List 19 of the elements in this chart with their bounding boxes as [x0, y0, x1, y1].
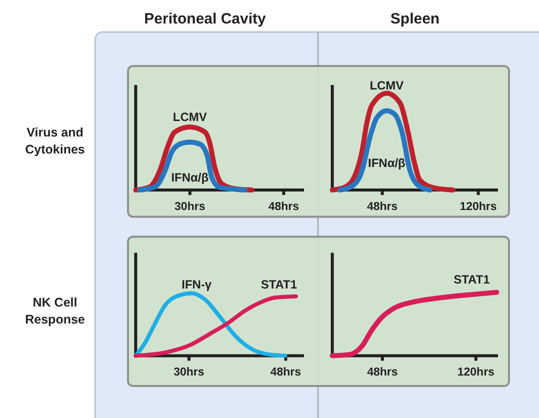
x-tick-label: 120hrs [457, 366, 494, 379]
x-tick-label: 48hrs [270, 366, 302, 379]
series-label: IFN-γ [182, 278, 212, 292]
chart-title: Spleen [390, 10, 440, 28]
x-tick-label: 48hrs [367, 366, 398, 379]
x-tick-label: 30hrs [174, 201, 206, 214]
series-label: STAT1 [260, 278, 298, 292]
x-tick-label: 48hrs [268, 201, 300, 214]
series-label: LCMV [172, 110, 207, 124]
series-label: STAT1 [454, 272, 490, 286]
x-tick-label: 120hrs [460, 201, 497, 214]
series-label: LCMV [370, 78, 404, 92]
x-tick-label: 48hrs [366, 201, 398, 214]
y-axis-title: Virus and Cytokines [25, 125, 85, 156]
chart-title: Peritoneal Cavity [144, 10, 267, 28]
series-label: IFNα/β [171, 170, 209, 184]
y-axis-title: NK Cell Response [25, 295, 85, 326]
series-label: IFNα/β [368, 156, 406, 170]
x-tick-label: 30hrs [174, 366, 204, 379]
